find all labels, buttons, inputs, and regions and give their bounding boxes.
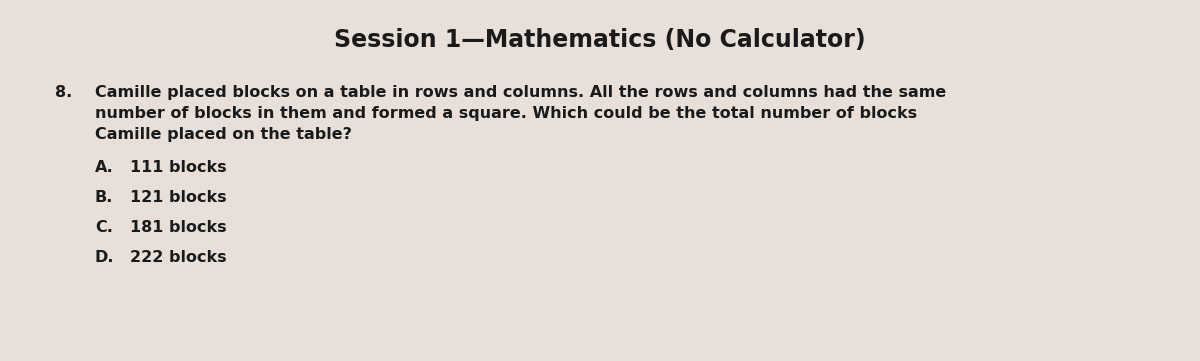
Text: 121 blocks: 121 blocks xyxy=(130,190,227,205)
Text: number of blocks in them and formed a square. Which could be the total number of: number of blocks in them and formed a sq… xyxy=(95,106,917,121)
Text: Camille placed blocks on a table in rows and columns. All the rows and columns h: Camille placed blocks on a table in rows… xyxy=(95,85,947,100)
Text: C.: C. xyxy=(95,220,113,235)
Text: Camille placed on the table?: Camille placed on the table? xyxy=(95,127,352,142)
Text: 181 blocks: 181 blocks xyxy=(130,220,227,235)
Text: 222 blocks: 222 blocks xyxy=(130,250,227,265)
Text: 111 blocks: 111 blocks xyxy=(130,160,227,175)
Text: D.: D. xyxy=(95,250,114,265)
Text: Session 1—Mathematics (No Calculator): Session 1—Mathematics (No Calculator) xyxy=(334,28,866,52)
Text: B.: B. xyxy=(95,190,113,205)
Text: A.: A. xyxy=(95,160,114,175)
Text: 8.: 8. xyxy=(55,85,72,100)
